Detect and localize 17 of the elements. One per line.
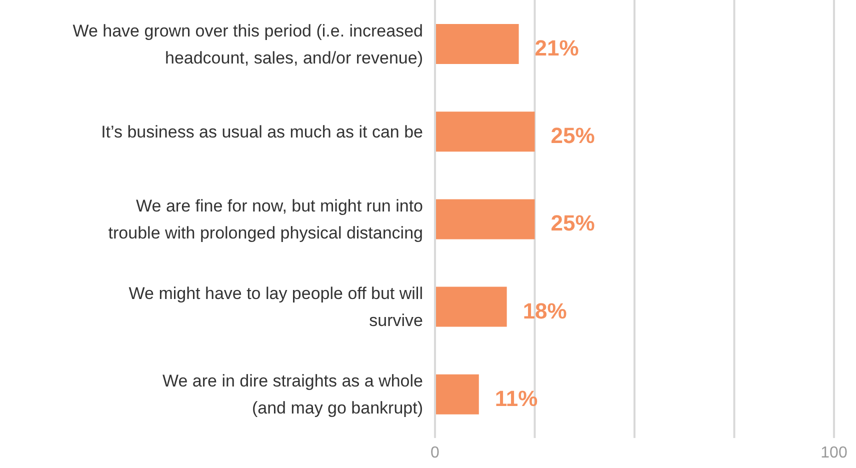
bar [435,199,535,240]
bar [435,24,519,64]
bar [435,112,535,152]
y-tick-label: We are in dire straights as a whole (and may go bankrupt) [162,371,423,418]
bar [435,286,507,327]
data-label: 18% [522,298,567,324]
data-label: 25% [550,210,595,236]
y-tick-label: We might have to lay people off but will survive [128,284,423,330]
data-label: 11% [494,386,538,411]
x-tick-label: 0 [430,444,440,462]
y-tick-label: We have grown over this period (i.e. increased headcount, sales, and/or revenue) [72,20,423,67]
y-tick-label: It’s business as usual as much as it can be [101,122,423,141]
bar [435,374,479,414]
x-tick-label: 100 [820,444,848,462]
data-label: 25% [550,123,595,148]
y-tick-label: We are fine for now, but might run into trouble with prolonged physical distancing [108,196,423,242]
data-label: 21% [534,36,579,60]
